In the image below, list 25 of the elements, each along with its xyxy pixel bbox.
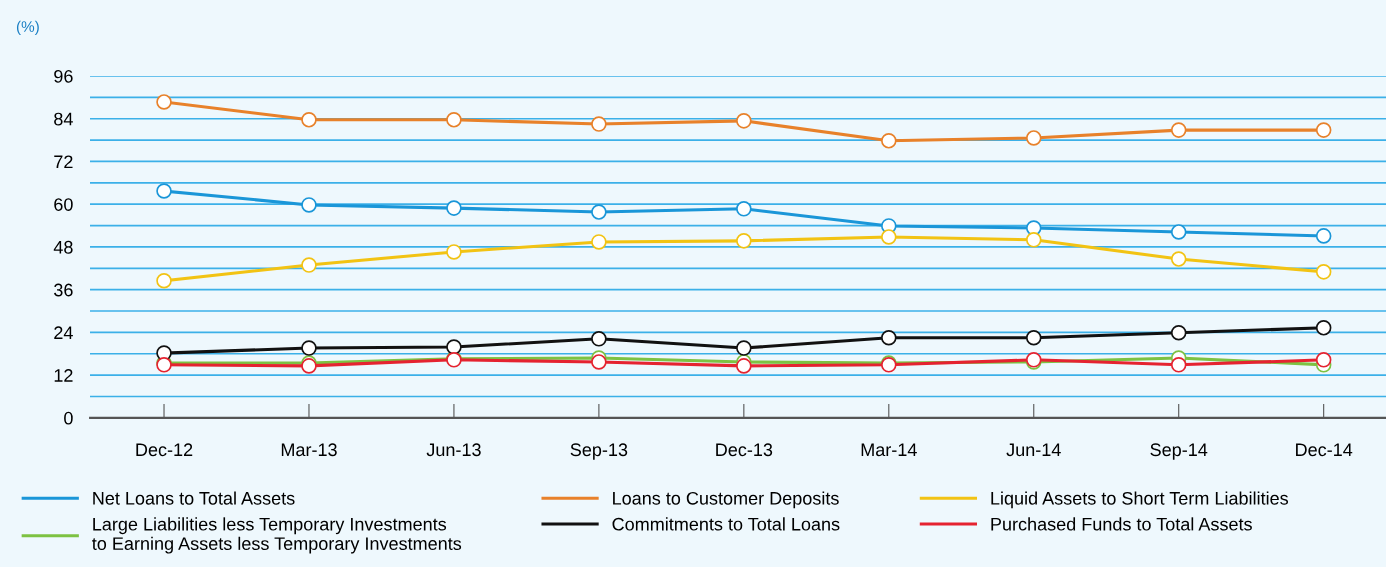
legend-label: Large Liabilities less Temporary Investments to Earning Assets less Temporary Investments [92, 517, 462, 554]
y-axis-title: (%) [16, 20, 39, 35]
x-tick-label: Jun-14 [1006, 443, 1061, 457]
x-tick-label: Sep-14 [1150, 443, 1208, 460]
legend-label: Loans to Customer Deposits [613, 491, 839, 509]
y-tick-label: 12 [54, 369, 73, 382]
x-tick-label: Dec-12 [136, 443, 193, 457]
legend-label: Liquid Assets to Short Term Liabilities [991, 491, 1289, 509]
x-tick-label: Sep-13 [570, 443, 628, 460]
x-tick-label: Mar-13 [281, 443, 337, 457]
y-tick-label: 0 [64, 411, 73, 425]
y-tick-label: 96 [54, 69, 73, 83]
y-tick-label: 24 [54, 326, 73, 339]
y-tick-label: 72 [54, 155, 73, 168]
y-tick-label: 48 [53, 240, 73, 254]
x-tick-label: Dec-13 [716, 443, 773, 457]
y-tick-label: 36 [54, 283, 73, 297]
legend-label: Commitments to Total Loans [612, 517, 840, 531]
y-tick-label: 60 [54, 198, 73, 211]
legend-label: Net Loans to Total Assets [93, 491, 295, 505]
x-tick-label: Jun-13 [426, 443, 481, 457]
x-tick-label: Mar-14 [861, 443, 917, 457]
x-tick-label: Dec-14 [1296, 443, 1353, 457]
y-tick-label: 84 [54, 112, 73, 126]
legend-label: Purchased Funds to Total Assets [991, 517, 1252, 531]
